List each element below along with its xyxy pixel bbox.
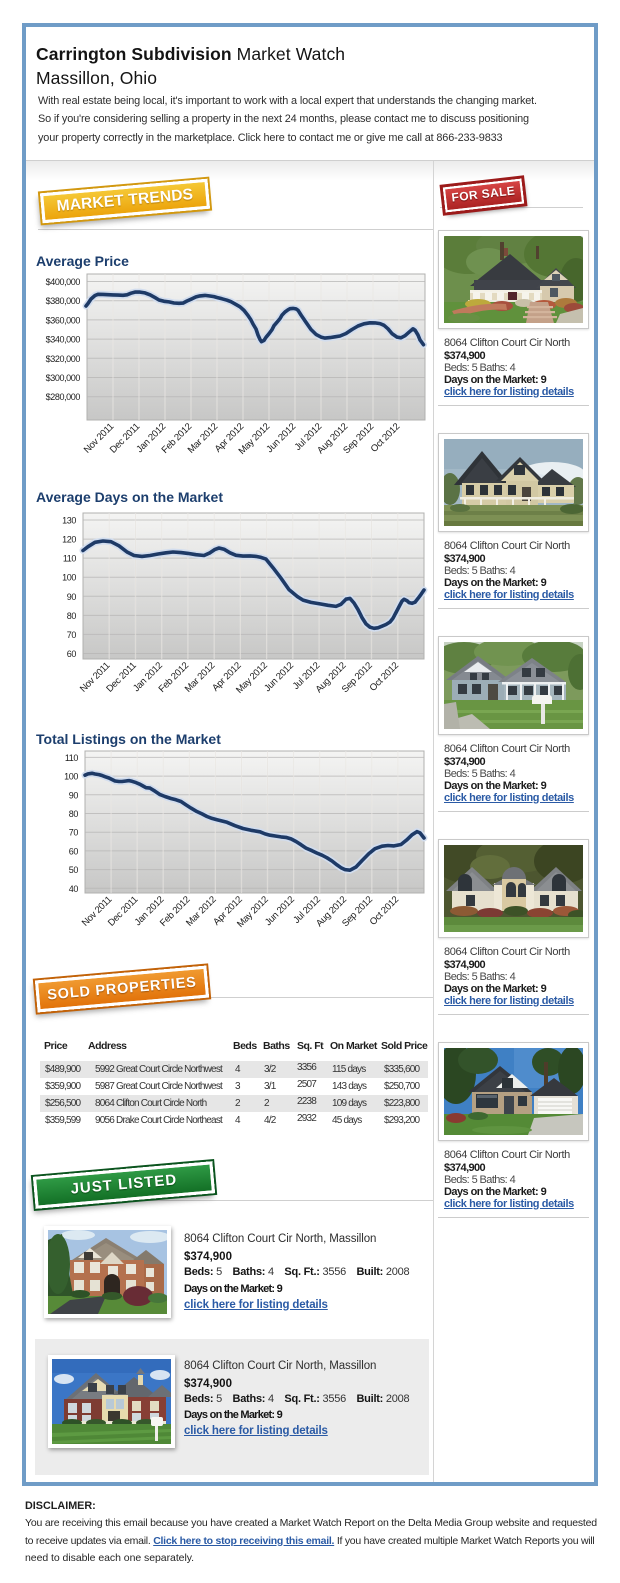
svg-text:80: 80 bbox=[69, 809, 79, 819]
svg-text:60: 60 bbox=[69, 846, 79, 856]
svg-text:$300,000: $300,000 bbox=[46, 373, 81, 383]
svg-text:Oct 2012: Oct 2012 bbox=[368, 894, 401, 927]
svg-text:$320,000: $320,000 bbox=[46, 354, 81, 364]
svg-text:100: 100 bbox=[62, 573, 76, 583]
svg-text:70: 70 bbox=[67, 630, 77, 640]
svg-text:$380,000: $380,000 bbox=[46, 296, 81, 306]
svg-text:90: 90 bbox=[67, 592, 77, 602]
svg-text:Jun 2012: Jun 2012 bbox=[264, 421, 298, 455]
svg-text:Oct 2012: Oct 2012 bbox=[368, 660, 401, 693]
svg-text:80: 80 bbox=[67, 611, 77, 621]
svg-text:$280,000: $280,000 bbox=[46, 392, 81, 402]
svg-text:90: 90 bbox=[69, 790, 79, 800]
svg-text:Jun 2012: Jun 2012 bbox=[262, 660, 296, 694]
svg-text:Oct 2012: Oct 2012 bbox=[369, 421, 402, 454]
svg-text:110: 110 bbox=[65, 753, 79, 763]
svg-text:40: 40 bbox=[69, 884, 79, 894]
svg-text:Jun 2012: Jun 2012 bbox=[263, 894, 297, 928]
svg-text:$340,000: $340,000 bbox=[46, 335, 81, 345]
svg-text:50: 50 bbox=[69, 865, 79, 875]
svg-text:60: 60 bbox=[67, 649, 77, 659]
svg-text:$360,000: $360,000 bbox=[46, 315, 81, 325]
svg-text:120: 120 bbox=[62, 535, 76, 545]
svg-text:110: 110 bbox=[63, 554, 77, 564]
svg-text:100: 100 bbox=[64, 772, 78, 782]
svg-text:130: 130 bbox=[62, 516, 76, 526]
svg-text:$400,000: $400,000 bbox=[46, 277, 81, 287]
svg-text:70: 70 bbox=[69, 828, 79, 838]
